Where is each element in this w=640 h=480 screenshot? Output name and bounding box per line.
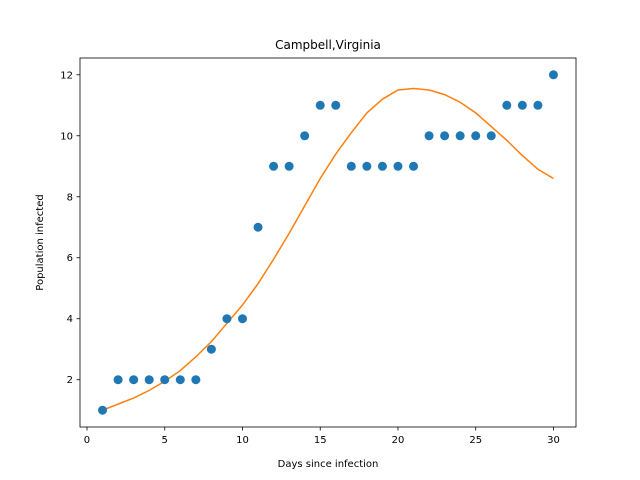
y-tick-label: 10 xyxy=(60,131,73,142)
data-point xyxy=(175,375,185,385)
data-point xyxy=(502,100,512,110)
data-point xyxy=(237,314,247,324)
fit-curve xyxy=(102,87,554,411)
y-tick-label: 8 xyxy=(67,192,73,203)
data-point xyxy=(253,222,263,232)
data-point xyxy=(533,100,543,110)
data-point xyxy=(362,161,372,171)
data-point xyxy=(284,161,294,171)
y-axis-label: Population infected xyxy=(35,194,46,290)
data-point xyxy=(455,131,465,141)
x-tick-label: 30 xyxy=(547,435,560,446)
data-point xyxy=(377,161,387,171)
x-tick-label: 20 xyxy=(392,435,405,446)
x-tick-label: 15 xyxy=(314,435,327,446)
plot-area xyxy=(98,70,558,415)
x-tick-label: 10 xyxy=(236,435,249,446)
data-point xyxy=(206,344,216,354)
data-point xyxy=(129,375,139,385)
data-point xyxy=(113,375,123,385)
data-point xyxy=(160,375,170,385)
x-tick-label: 25 xyxy=(469,435,482,446)
x-tick-label: 5 xyxy=(162,435,168,446)
data-point xyxy=(144,375,154,385)
y-axis: 2 4 6 8 10 12 xyxy=(60,70,80,386)
data-point xyxy=(346,161,356,171)
y-tick-label: 12 xyxy=(60,70,73,81)
data-point xyxy=(331,100,341,110)
data-point xyxy=(409,161,419,171)
x-tick-label: 0 xyxy=(84,435,90,446)
data-point xyxy=(424,131,434,141)
x-axis: 0 5 10 15 20 25 30 xyxy=(84,427,560,446)
data-point xyxy=(393,161,403,171)
y-tick-label: 4 xyxy=(67,314,73,325)
data-point xyxy=(98,405,108,415)
data-point xyxy=(471,131,481,141)
data-point xyxy=(300,131,310,141)
data-point xyxy=(486,131,496,141)
data-point xyxy=(517,100,527,110)
data-point xyxy=(440,131,450,141)
y-tick-label: 2 xyxy=(67,375,73,386)
data-point xyxy=(315,100,325,110)
data-point xyxy=(191,375,201,385)
y-tick-label: 6 xyxy=(67,253,73,264)
x-axis-label: Days since infection xyxy=(278,459,379,470)
data-point xyxy=(269,161,279,171)
chart-title: Campbell,Virginia xyxy=(275,38,381,52)
data-point xyxy=(222,314,232,324)
axes-frame xyxy=(79,57,577,428)
data-point xyxy=(548,70,558,80)
